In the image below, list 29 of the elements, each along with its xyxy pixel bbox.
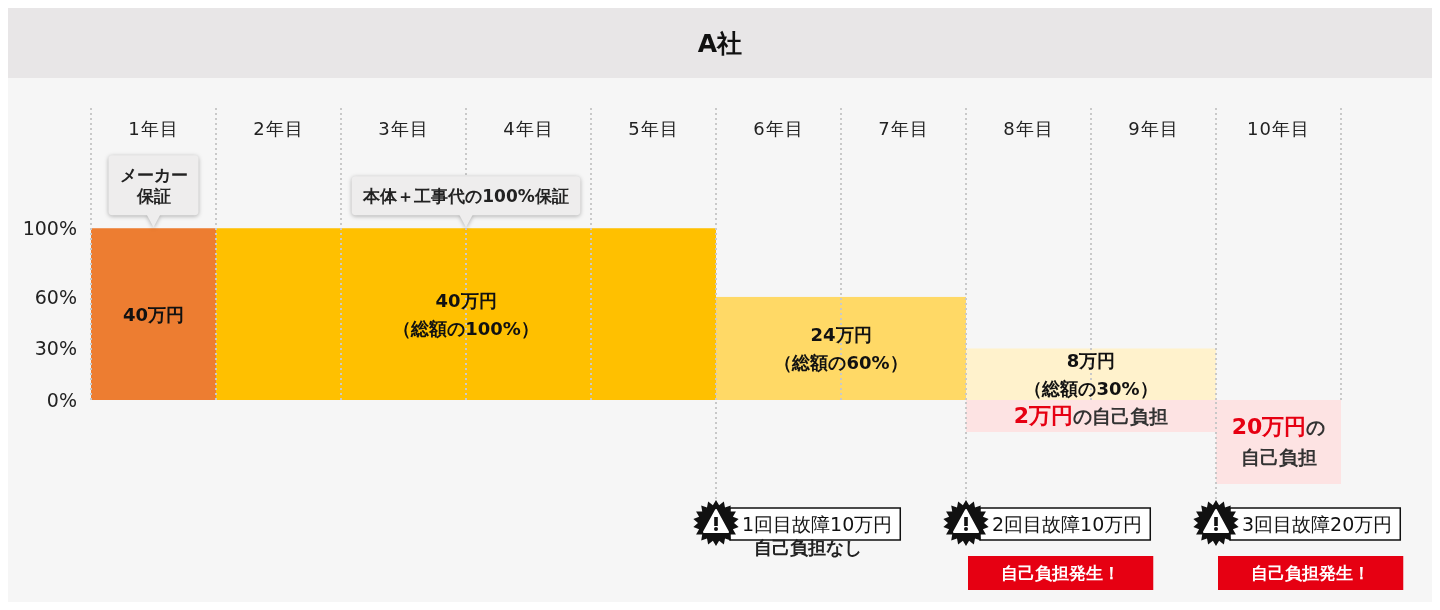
text: 3回目故障20万円 — [1242, 513, 1393, 535]
x-tick-label: 1年目 — [128, 118, 179, 139]
annotation: 40万円 — [122, 304, 185, 326]
x-tick-label: 7年目 — [878, 118, 929, 139]
annotation: 40万円（総額の100%） — [393, 290, 539, 340]
annotation: 8万円（総額の30%） — [1024, 350, 1158, 400]
x-tick-label: 4年目 — [503, 118, 554, 139]
y-tick-label: 0% — [46, 389, 77, 411]
x-tick-label: 5年目 — [628, 118, 679, 139]
text: 2回目故障10万円 — [992, 513, 1143, 535]
y-tick-label: 30% — [34, 337, 77, 360]
x-tick-label: 10年目 — [1247, 118, 1310, 139]
chart-title: A社 — [697, 29, 743, 58]
text: 自己負担なし — [754, 537, 863, 558]
x-tick-label: 9年目 — [1128, 118, 1179, 139]
text: 自己負担発生！ — [1251, 563, 1371, 583]
annotation: 本体＋工事代の100%保証 — [362, 185, 569, 206]
text: 20万円の自己負担 — [1231, 414, 1326, 468]
x-tick-label: 2年目 — [253, 118, 304, 139]
annotation: メーカー保証 — [119, 164, 188, 206]
text: 自己負担発生！ — [1001, 563, 1121, 583]
x-tick-label: 8年目 — [1003, 118, 1054, 139]
x-tick-label: 6年目 — [753, 118, 804, 139]
x-tick-label: 3年目 — [378, 118, 429, 139]
y-tick-label: 100% — [22, 217, 77, 240]
text: 1回目故障10万円 — [742, 513, 893, 535]
text: 2万円の自己負担 — [1013, 403, 1169, 428]
annotation: 24万円（総額の60%） — [774, 324, 908, 374]
y-tick-label: 60% — [34, 285, 77, 308]
